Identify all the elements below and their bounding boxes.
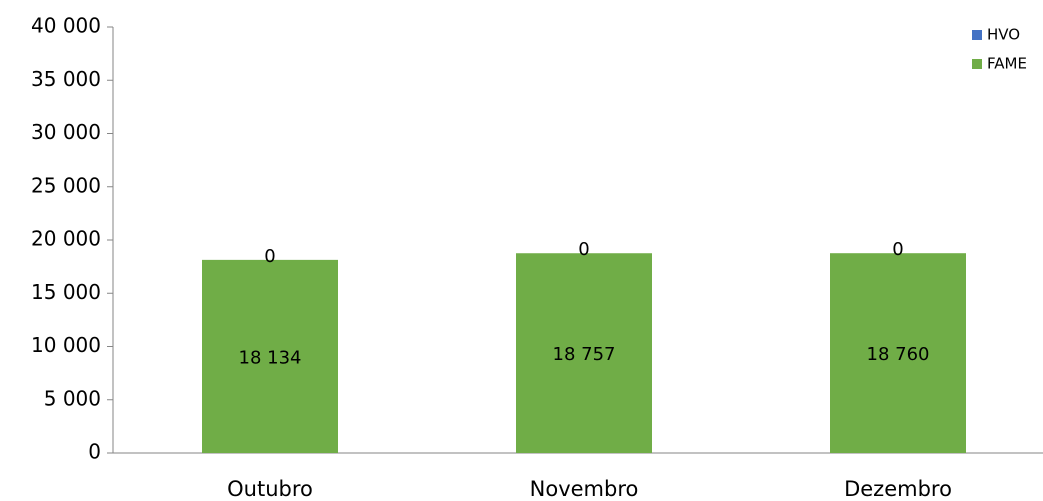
data-label: 18 134 — [239, 347, 302, 368]
data-label: 0 — [578, 239, 589, 260]
y-tick-label: 5 000 — [44, 386, 101, 410]
legend-label: HVO — [987, 26, 1020, 44]
legend-label: FAME — [987, 55, 1027, 73]
bar-segment — [516, 253, 652, 453]
y-tick-label: 0 — [88, 440, 101, 464]
bar-segment — [830, 253, 966, 453]
data-label: 0 — [264, 246, 275, 267]
x-tick-label: Dezembro — [844, 477, 952, 501]
bar-segment — [202, 259, 338, 453]
data-label: 0 — [892, 239, 903, 260]
y-tick-label: 30 000 — [31, 120, 101, 144]
legend-swatch — [972, 30, 982, 40]
y-tick-label: 15 000 — [31, 280, 101, 304]
y-tick-label: 35 000 — [31, 67, 101, 91]
y-tick-label: 40 000 — [31, 14, 101, 38]
data-label: 18 760 — [867, 344, 930, 365]
data-label: 18 757 — [553, 344, 616, 365]
x-tick-label: Novembro — [530, 477, 639, 501]
x-tick-label: Outubro — [227, 477, 313, 501]
y-tick-label: 20 000 — [31, 227, 101, 251]
legend-swatch — [972, 59, 982, 69]
y-tick-label: 25 000 — [31, 173, 101, 197]
y-tick-label: 10 000 — [31, 333, 101, 357]
